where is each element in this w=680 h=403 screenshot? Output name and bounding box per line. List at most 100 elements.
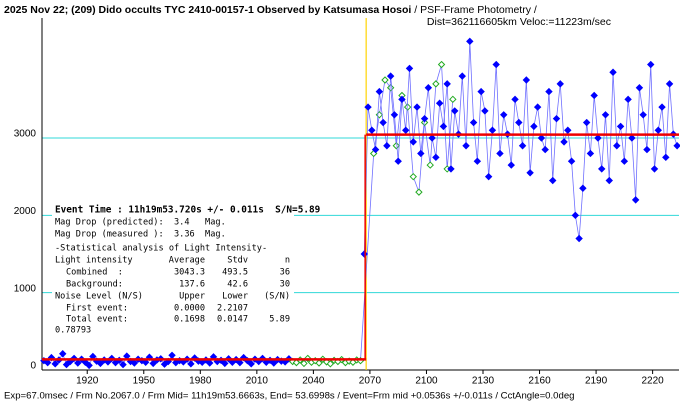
x-tick-label: 2190 bbox=[585, 376, 608, 387]
chart-title: 2025 Nov 22; (209) Dido occults TYC 2410… bbox=[4, 4, 537, 16]
info-text: Lower bbox=[222, 292, 248, 302]
data-point bbox=[437, 60, 446, 69]
info-text: Mag Drop (predicted): 3.4 Mag. bbox=[55, 218, 226, 228]
data-point bbox=[383, 142, 391, 150]
x-tick-label: 2100 bbox=[415, 376, 438, 387]
data-point bbox=[605, 176, 613, 185]
data-point bbox=[386, 84, 395, 92]
data-point bbox=[613, 142, 621, 150]
data-point bbox=[379, 118, 387, 127]
data-point bbox=[381, 76, 389, 84]
data-point bbox=[206, 359, 214, 367]
data-point bbox=[590, 91, 598, 100]
data-point bbox=[149, 359, 157, 368]
info-text: 30 bbox=[280, 280, 290, 290]
footer: Exp=67.0msec / Frm No.2067.0 / Frm Mid= … bbox=[4, 391, 575, 402]
title-line2: Dist=362116605km Veloc:=11223m/sec bbox=[427, 16, 611, 28]
data-point bbox=[579, 184, 587, 192]
data-point bbox=[492, 60, 500, 69]
data-point bbox=[594, 134, 602, 142]
data-point bbox=[650, 165, 659, 173]
data-point bbox=[315, 359, 323, 367]
data-point bbox=[665, 80, 674, 88]
data-point bbox=[403, 103, 412, 111]
data-point bbox=[564, 126, 572, 134]
data-point bbox=[526, 169, 534, 177]
data-point bbox=[449, 95, 457, 104]
info-text: 493.5 bbox=[222, 268, 248, 278]
data-point bbox=[458, 72, 466, 80]
data-point bbox=[515, 118, 523, 127]
data-point bbox=[616, 122, 625, 131]
data-point bbox=[447, 165, 455, 173]
y-tick-label: 2000 bbox=[14, 206, 37, 217]
y-tick-label: 3000 bbox=[14, 129, 37, 140]
data-point bbox=[405, 64, 414, 73]
info-text: -Statistical analysis of Light Intensity… bbox=[55, 244, 267, 254]
info-text: Stdv bbox=[227, 256, 248, 266]
data-point bbox=[390, 111, 399, 119]
data-point bbox=[481, 107, 489, 115]
data-point bbox=[386, 72, 395, 80]
data-point bbox=[187, 360, 195, 368]
data-point bbox=[392, 142, 401, 150]
data-point bbox=[409, 138, 417, 146]
data-point bbox=[469, 118, 478, 127]
data-point bbox=[62, 360, 71, 369]
data-point bbox=[417, 149, 425, 158]
x-tick-label: 1920 bbox=[76, 376, 99, 387]
data-point bbox=[326, 360, 335, 368]
data-point bbox=[507, 161, 515, 169]
data-point bbox=[484, 172, 493, 181]
data-point bbox=[368, 126, 376, 134]
data-point bbox=[647, 60, 655, 69]
info-text: Event Time : 11h19m53.720s +/- 0.011s S/… bbox=[55, 205, 321, 216]
data-point bbox=[500, 111, 508, 119]
data-point bbox=[624, 95, 632, 104]
data-point bbox=[662, 153, 670, 162]
data-point bbox=[545, 87, 553, 96]
data-point bbox=[673, 142, 680, 150]
data-point bbox=[364, 103, 372, 111]
data-point bbox=[420, 114, 429, 123]
data-point bbox=[654, 126, 662, 134]
info-text: 0.1698 bbox=[174, 315, 205, 325]
data-point bbox=[398, 95, 406, 104]
y-tick-label: 0 bbox=[30, 361, 36, 372]
data-point bbox=[537, 134, 546, 142]
data-point bbox=[598, 165, 606, 173]
info-text: 0.0147 bbox=[217, 315, 248, 325]
data-point bbox=[462, 142, 470, 150]
info-text: 2.2107 bbox=[217, 304, 248, 314]
data-point bbox=[59, 350, 67, 358]
data-point bbox=[247, 360, 255, 368]
data-point bbox=[571, 211, 580, 220]
data-point bbox=[371, 145, 380, 154]
data-point bbox=[81, 358, 90, 366]
data-point bbox=[221, 359, 229, 368]
data-point bbox=[394, 157, 402, 165]
data-point bbox=[643, 145, 651, 154]
data-point bbox=[85, 361, 93, 370]
info-text: 137.6 bbox=[179, 280, 205, 290]
info-text: 3043.3 bbox=[174, 268, 205, 278]
data-point bbox=[424, 84, 433, 92]
info-text: Upper bbox=[179, 292, 205, 302]
data-point bbox=[168, 351, 176, 360]
info-text: Combined : bbox=[66, 268, 123, 278]
info-box bbox=[52, 203, 294, 337]
data-point bbox=[582, 118, 591, 127]
info-text: (S/N) bbox=[264, 292, 290, 302]
data-point bbox=[473, 157, 482, 165]
data-point bbox=[575, 234, 583, 243]
info-text: Average bbox=[169, 256, 205, 266]
data-point bbox=[236, 358, 244, 367]
data-point bbox=[300, 359, 308, 368]
x-tick-label: 2160 bbox=[528, 376, 551, 387]
data-point bbox=[601, 111, 610, 119]
data-point bbox=[415, 188, 423, 196]
data-point bbox=[432, 80, 440, 88]
data-point bbox=[631, 196, 640, 204]
data-point bbox=[402, 126, 410, 134]
info-text: 5.89 bbox=[269, 315, 290, 325]
